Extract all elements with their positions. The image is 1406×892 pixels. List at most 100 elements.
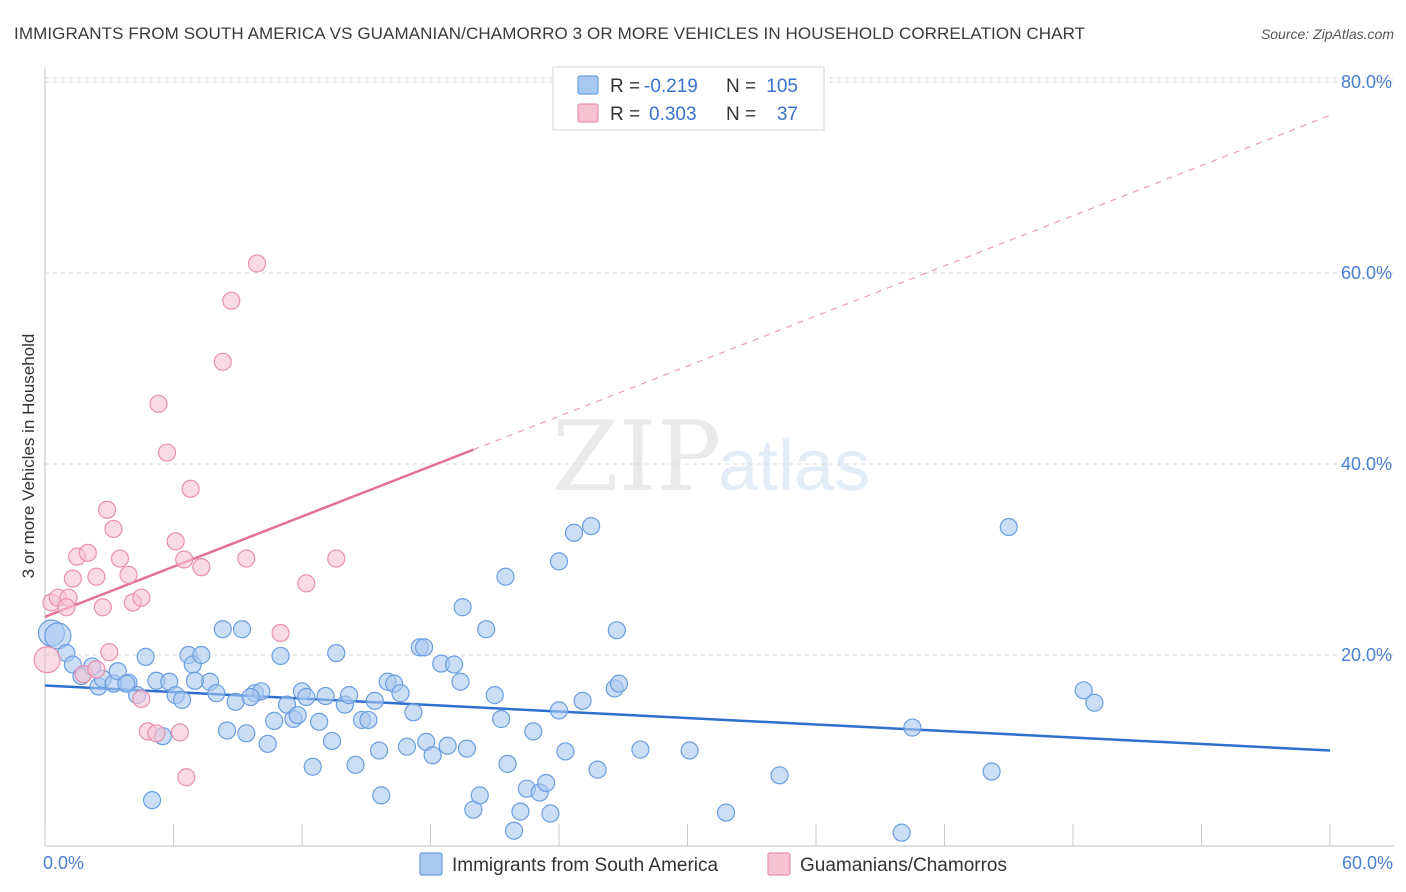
guamanian-point xyxy=(63,569,82,588)
south-america-point xyxy=(453,598,472,617)
guamanian-point xyxy=(149,394,168,413)
guamanian-trend-extension xyxy=(473,114,1331,451)
south-america-point xyxy=(423,746,442,765)
bottom-legend: Immigrants from South America Guamanians… xyxy=(419,852,1007,876)
guamanian-point xyxy=(271,623,290,643)
chart-title: IMMIGRANTS FROM SOUTH AMERICA VS GUAMANI… xyxy=(14,24,1085,43)
axes xyxy=(44,68,1394,847)
watermark: ZIP atlas xyxy=(552,401,870,513)
south-america-point xyxy=(470,786,489,805)
south-america-point xyxy=(370,741,389,760)
south-america-point xyxy=(588,760,607,779)
south-america-point xyxy=(185,671,205,690)
south-america-point xyxy=(556,742,575,761)
south-america-point xyxy=(573,691,592,710)
guamanian-point xyxy=(222,291,241,310)
legend-r-value: 0.303 xyxy=(649,104,697,125)
guamanian-point xyxy=(33,646,61,674)
south-america-point xyxy=(241,687,260,707)
guamanian-point xyxy=(297,574,316,593)
south-america-point xyxy=(316,686,335,706)
south-america-point xyxy=(564,523,584,542)
south-america-point xyxy=(444,655,464,674)
south-america-point xyxy=(108,662,127,681)
south-america-point xyxy=(391,684,410,703)
y-tick-label: 60.0% xyxy=(1341,263,1392,283)
south-america-point xyxy=(504,821,524,840)
south-america-point xyxy=(310,712,329,731)
south-america-point xyxy=(404,703,423,722)
grid-lines xyxy=(45,77,1394,656)
legend-r-label: R = xyxy=(610,104,640,125)
guamanian-point xyxy=(100,643,119,662)
legend-n-value: 37 xyxy=(777,104,798,125)
south-america-point xyxy=(265,711,284,730)
watermark-atlas: atlas xyxy=(718,426,870,506)
y-tick-label: 40.0% xyxy=(1341,454,1392,474)
legend-swatch-south-america xyxy=(577,75,599,95)
south-america-point xyxy=(892,823,911,842)
south-america-point xyxy=(172,690,192,709)
south-america-point xyxy=(258,734,277,753)
south-america-point xyxy=(537,773,556,793)
legend-r-label: R = xyxy=(610,76,640,97)
south-america-point xyxy=(117,674,136,693)
south-america-point xyxy=(271,646,290,666)
south-america-point xyxy=(237,724,256,743)
guamanian-point xyxy=(327,549,346,568)
south-america-point xyxy=(982,762,1001,781)
guamanian-point xyxy=(175,550,194,569)
south-america-point xyxy=(492,709,511,729)
guamanian-point xyxy=(132,689,151,709)
south-america-point xyxy=(192,645,211,665)
south-america-point xyxy=(213,620,232,639)
south-america-point xyxy=(541,804,560,823)
x-tick-label-min: 0.0% xyxy=(43,853,84,873)
south-america-point xyxy=(609,674,629,693)
x-tick-label-max: 60.0% xyxy=(1342,853,1393,873)
south-america-point xyxy=(1085,693,1104,712)
y-axis-label: 3 or more Vehicles in Household xyxy=(19,334,38,579)
legend-row-south-america: R = -0.219 N = 105 xyxy=(577,75,798,97)
guamanian-point xyxy=(93,598,112,617)
bottom-legend-label-south-america: Immigrants from South America xyxy=(452,855,719,876)
guamanian-point xyxy=(181,479,200,498)
guamanian-point xyxy=(78,543,97,562)
south-america-point xyxy=(607,621,626,640)
watermark-zip: ZIP xyxy=(552,401,721,513)
south-america-point xyxy=(327,643,346,663)
south-america-point xyxy=(226,692,245,711)
south-america-point xyxy=(142,791,162,810)
guamanian-point xyxy=(237,549,256,568)
guamanian-point xyxy=(166,532,185,551)
top-legend: R = -0.219 N = 105 R = 0.303 N = 37 xyxy=(552,66,825,131)
bottom-legend-label-guamanian: Guamanians/Chamorros xyxy=(800,855,1007,876)
south-america-point xyxy=(365,691,384,710)
south-america-point xyxy=(217,721,237,740)
south-america-point xyxy=(372,786,391,805)
guamanian-trend-line xyxy=(44,448,474,618)
source-label: Source: ZipAtlas.com xyxy=(1261,26,1394,42)
guamanian-point xyxy=(157,443,177,462)
y-tick-label: 20.0% xyxy=(1341,645,1392,665)
south-america-point xyxy=(232,620,252,639)
guamanian-point xyxy=(87,660,106,679)
south-america-point xyxy=(680,741,699,760)
guamanian-point xyxy=(247,254,267,273)
south-america-point xyxy=(457,739,477,758)
south-america-point xyxy=(1074,681,1093,700)
guamanian-point xyxy=(132,588,151,607)
south-america-point xyxy=(288,706,307,725)
south-america-point xyxy=(716,803,736,822)
legend-n-value: 105 xyxy=(766,76,798,97)
y-tick-label: 80.0% xyxy=(1341,72,1392,92)
south-america-point xyxy=(451,672,470,691)
guamanian-point xyxy=(213,352,232,371)
guamanian-point xyxy=(57,598,76,617)
south-america-point xyxy=(44,622,72,650)
data-points xyxy=(33,254,1104,842)
south-america-point xyxy=(511,802,530,821)
legend-n-label: N = xyxy=(726,76,756,97)
bottom-legend-swatch-guamanian xyxy=(767,852,791,876)
south-america-point xyxy=(322,731,342,751)
